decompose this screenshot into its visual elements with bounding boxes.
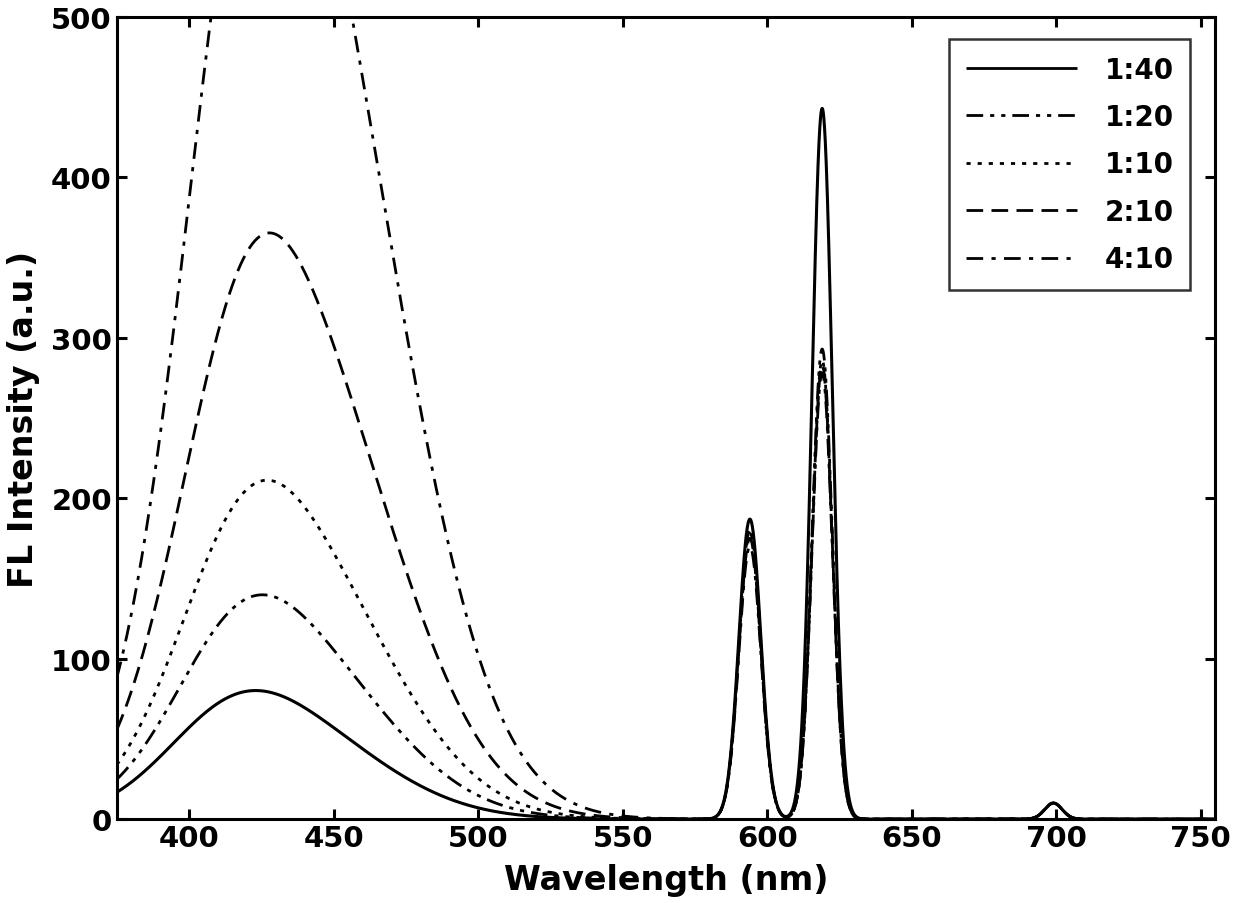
Y-axis label: FL Intensity (a.u.): FL Intensity (a.u.) xyxy=(7,250,40,587)
X-axis label: Wavelength (nm): Wavelength (nm) xyxy=(503,863,828,896)
Legend: 1:40, 1:20, 1:10, 2:10, 4:10: 1:40, 1:20, 1:10, 2:10, 4:10 xyxy=(949,40,1190,291)
